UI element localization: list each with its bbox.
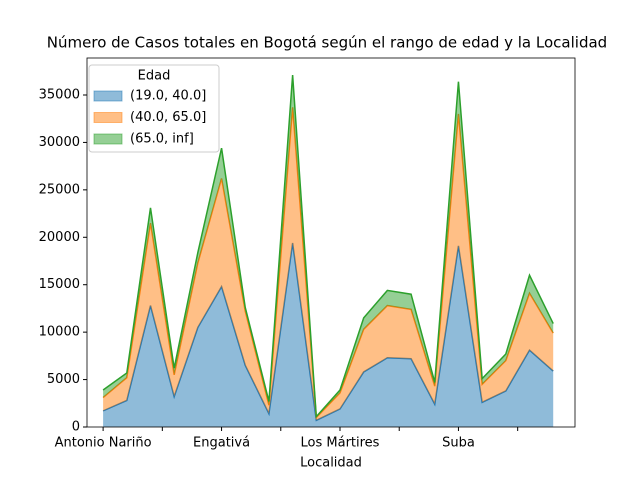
legend-label: (65.0, inf] bbox=[130, 132, 194, 147]
area-line bbox=[102, 75, 554, 419]
y-tick-label: 15000 bbox=[39, 277, 80, 292]
area bbox=[103, 242, 554, 427]
y-tick-label: 30000 bbox=[39, 135, 80, 150]
y-tick-label: 0 bbox=[72, 420, 80, 435]
y-tick-label: 25000 bbox=[39, 182, 80, 197]
legend-label: (19.0, 40.0] bbox=[130, 89, 206, 104]
legend: Edad (19.0, 40.0] (40.0, 65.0] (65.0, inf] bbox=[88, 64, 220, 153]
y-tick-label: 5000 bbox=[47, 372, 80, 387]
y-tick-label: 20000 bbox=[39, 230, 80, 245]
legend-title: Edad bbox=[138, 69, 171, 84]
x-tick-label: Suba bbox=[442, 436, 475, 451]
plot-area: 0 5000 10000 15000 20000 25000 30000 35000 Anton… bbox=[39, 57, 576, 451]
axes-frame bbox=[86, 57, 576, 428]
chart-title: Número de Casos totales en Bogotá según … bbox=[47, 34, 607, 52]
x-tick-label: Antonio Nariño bbox=[55, 436, 152, 451]
y-tick-label: 10000 bbox=[39, 325, 80, 340]
x-tick-label: Los Mártires bbox=[301, 436, 380, 451]
legend-swatch bbox=[93, 112, 123, 123]
legend-swatch bbox=[93, 133, 123, 145]
legend-box bbox=[88, 64, 220, 153]
y-tick-label: 35000 bbox=[39, 87, 80, 102]
legend-label: (40.0, 65.0] bbox=[130, 110, 206, 125]
x-tick-label: Engativá bbox=[193, 436, 250, 451]
area bbox=[103, 107, 554, 421]
x-axis-label: Localidad bbox=[300, 456, 362, 471]
legend-swatch bbox=[93, 90, 123, 102]
